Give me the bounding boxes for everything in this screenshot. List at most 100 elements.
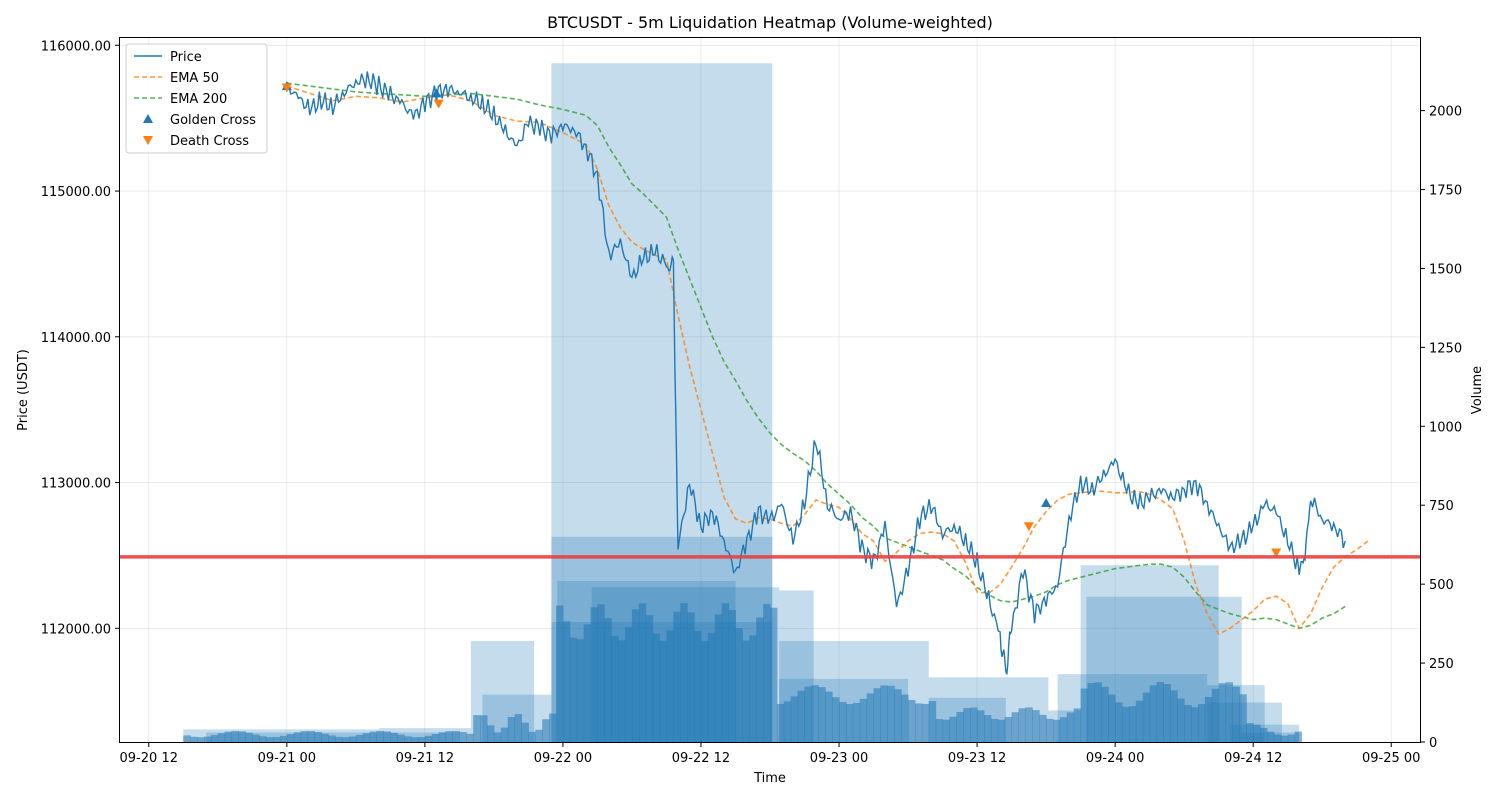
volume-bar [825,691,833,742]
volume-bar [756,617,764,742]
volume-bar [700,640,709,742]
volume-bar [417,737,426,742]
x-tick-label: 09-20 12 [120,751,178,766]
death-cross-marker [1271,548,1282,558]
volume-bar [459,732,467,742]
volume-bar [652,633,661,742]
volume-bar [210,735,219,742]
volume-bar [783,701,792,742]
x-tick-label: 09-21 12 [396,751,454,766]
volume-bar [1184,705,1192,742]
death-cross-marker [1023,522,1034,532]
volume-bar [1232,686,1240,742]
volume-bar [203,736,212,742]
y-axis-ticks: 112000.00 113000.00 114000.00 115000.00 1160… [41,39,120,637]
series-lines [286,71,1369,675]
volume-bar [1266,731,1275,742]
volume-bar [735,628,743,742]
death-cross-marker [433,99,444,109]
volume-bar [507,716,516,742]
volume-bar [1170,690,1178,742]
y2-tick-label: 1500 [1429,262,1462,277]
y-tick-label: 112000.00 [41,622,111,637]
volume-bar [1108,694,1116,742]
x-tick-label: 09-23 12 [948,751,1006,766]
ema200-line [286,82,1346,630]
volume-bar [521,722,529,742]
volume-bar [970,707,978,742]
volume-bar [549,713,557,742]
volume-bar [500,727,509,742]
volume-bar [335,736,343,742]
x-axis-label: Time [753,771,786,786]
volume-bar [832,697,840,742]
y-axis-label: Price (USDT) [16,349,31,431]
volume-bar [721,603,730,742]
volume-bar [542,719,550,742]
volume-bar [742,640,750,742]
volume-bar [590,607,598,742]
volume-bar [369,731,378,742]
volume-bar [1260,727,1268,742]
volume-bar [569,637,578,742]
x-tick-label: 09-22 00 [534,751,592,766]
volume-bar [1218,683,1227,742]
volume-bar [604,618,612,742]
volume-bar [990,718,999,742]
volume-bar [1080,688,1089,742]
x-tick-label: 09-21 00 [258,751,316,766]
volume-bar [238,731,246,742]
volume-bar [687,612,695,742]
volume-bar [977,710,985,742]
volume-bar [949,716,957,742]
volume-bar [839,701,847,742]
volume-bar [1142,692,1151,742]
volume-bar [1287,734,1296,742]
death-cross-marker [281,83,292,93]
volume-bar [1101,686,1109,742]
volume-bar [1039,714,1047,742]
volume-bar [445,731,453,742]
volume-bar [1253,724,1261,742]
chart-title: BTCUSDT - 5m Liquidation Heatmap (Volume… [547,13,993,32]
volume-bar [556,605,564,742]
y-tick-label: 114000.00 [41,331,111,346]
volume-bar [707,632,716,742]
volume-bar [321,733,329,742]
volume-bar [694,630,702,742]
volume-bar [852,702,861,742]
volume-bar [535,729,543,742]
volume-bar [197,737,205,742]
volume-bar [528,731,536,742]
volume-bar [997,719,1006,742]
volume-bar [383,731,391,742]
y2-tick-label: 500 [1429,578,1454,593]
legend-ema50-label: EMA 50 [170,71,219,86]
y-tick-label: 113000.00 [41,477,111,492]
volume-bar [811,685,819,742]
volume-bar [1211,688,1220,742]
volume-bar [300,731,309,742]
y2-axis-label: Volume [1470,366,1485,414]
volume-bar [307,731,315,742]
volume-bar [314,731,322,742]
y-tick-label: 116000.00 [41,39,111,54]
volume-bar [514,714,523,742]
volume-bar [1149,685,1158,742]
volume-bar [956,711,964,742]
legend-golden-cross-label: Golden Cross [170,113,256,128]
y2-axis-ticks: 0 250 500 750 1000 1250 1500 1750 2000 [1420,105,1462,751]
volume-bar [576,639,585,742]
volume-bar [770,607,778,742]
volume-bar [259,736,267,742]
volume-bar [1273,734,1282,742]
volume-bar [1046,718,1054,742]
volume-bar [480,715,488,742]
legend-golden-cross-marker [143,114,153,123]
volume-bar [217,733,226,742]
volume-bar [983,715,992,742]
volume-bar [763,603,771,742]
ema50-line [286,85,1369,636]
volume-bar [887,685,895,742]
x-tick-label: 09-22 12 [672,751,730,766]
